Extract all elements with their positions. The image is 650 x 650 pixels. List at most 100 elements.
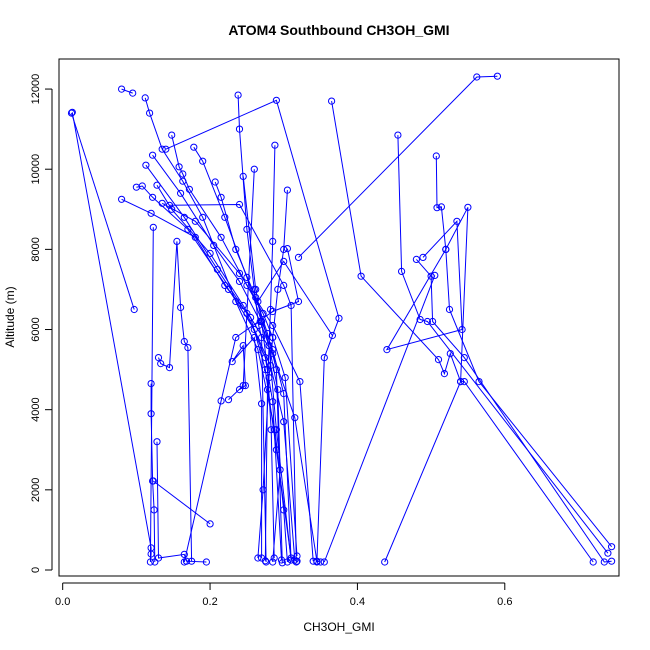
data-point — [158, 145, 166, 153]
series-line — [242, 176, 275, 559]
y-axis-label: Altitude (m) — [3, 286, 17, 347]
data-point — [433, 204, 441, 212]
x-axis: 0.0 0.2 0.4 0.6 — [55, 582, 512, 608]
data-point — [272, 426, 280, 434]
data-point — [67, 109, 76, 117]
series-21 — [154, 237, 196, 565]
data-point — [271, 141, 279, 149]
series-34 — [320, 271, 439, 566]
data-point — [493, 72, 501, 80]
data-point — [149, 477, 157, 485]
data-point — [309, 557, 317, 565]
series-line — [161, 202, 314, 562]
data-point — [254, 297, 262, 306]
data-point — [269, 307, 277, 316]
data-point — [608, 543, 616, 551]
series-line — [152, 154, 281, 563]
data-point — [335, 314, 343, 322]
data-point — [412, 255, 420, 263]
data-point — [254, 346, 262, 354]
data-point — [280, 281, 288, 289]
series-12 — [211, 178, 286, 567]
y-axis: 0 2000 4000 6000 8000 10000 12000 — [30, 74, 53, 573]
data-point — [250, 333, 258, 342]
data-point — [398, 267, 406, 275]
data-point — [423, 317, 431, 326]
data-point — [277, 556, 286, 564]
data-point — [162, 145, 170, 153]
data-point — [235, 386, 244, 394]
data-point — [445, 305, 454, 314]
data-point — [118, 85, 126, 93]
data-point — [287, 556, 295, 564]
series-line — [323, 275, 436, 563]
series-33 — [381, 203, 472, 566]
data-point — [154, 554, 163, 562]
data-point — [274, 386, 282, 394]
series-30 — [394, 131, 612, 557]
data-point — [429, 317, 437, 326]
data-point — [217, 233, 225, 241]
data-point — [269, 333, 277, 342]
data-point — [419, 253, 427, 261]
series-3 — [118, 85, 137, 97]
series-line — [156, 184, 321, 563]
data-point — [234, 91, 242, 99]
data-point — [272, 96, 280, 104]
y-tick-label: 12000 — [30, 74, 42, 105]
data-point — [255, 321, 263, 330]
data-point — [221, 213, 229, 221]
series-line — [257, 190, 288, 559]
series-22 — [147, 380, 159, 566]
data-point — [173, 237, 181, 245]
series-26 — [228, 333, 266, 562]
series-line — [150, 383, 156, 563]
series-line — [228, 169, 255, 401]
data-point — [239, 342, 247, 350]
data-point — [129, 89, 137, 97]
data-point — [272, 366, 280, 374]
data-point — [280, 257, 288, 265]
data-point — [440, 370, 448, 378]
data-point — [235, 269, 244, 277]
data-point — [177, 189, 185, 197]
data-point — [473, 73, 481, 81]
y-tick-label: 8000 — [30, 237, 42, 261]
data-point — [267, 426, 275, 434]
data-point — [589, 558, 597, 566]
y-tick-label: 2000 — [30, 478, 42, 502]
data-point — [150, 506, 158, 514]
data-point — [278, 559, 286, 567]
data-point — [180, 558, 188, 566]
data-point — [235, 277, 244, 285]
data-point — [68, 108, 76, 116]
data-point — [175, 163, 183, 171]
x-tick-label: 0.4 — [350, 596, 365, 608]
data-point — [291, 414, 299, 422]
data-point — [165, 364, 174, 372]
series-19 — [158, 199, 317, 565]
data-point — [394, 131, 402, 139]
data-point — [381, 558, 389, 566]
data-point — [458, 325, 466, 334]
data-point — [263, 386, 272, 394]
data-point — [457, 378, 465, 386]
series-4 — [141, 94, 291, 566]
data-point — [147, 380, 155, 388]
data-point — [202, 558, 210, 566]
data-point — [431, 271, 439, 279]
data-point — [265, 342, 273, 350]
data-point — [283, 186, 291, 194]
series-line — [71, 112, 135, 310]
data-point — [274, 285, 282, 293]
series-line — [257, 260, 333, 561]
series-20 — [165, 200, 300, 566]
data-point — [165, 201, 174, 209]
data-point — [250, 285, 258, 293]
series-line — [169, 203, 297, 563]
data-point — [434, 356, 443, 364]
data-point — [269, 321, 277, 330]
data-point — [243, 273, 251, 281]
data-point — [294, 297, 303, 306]
